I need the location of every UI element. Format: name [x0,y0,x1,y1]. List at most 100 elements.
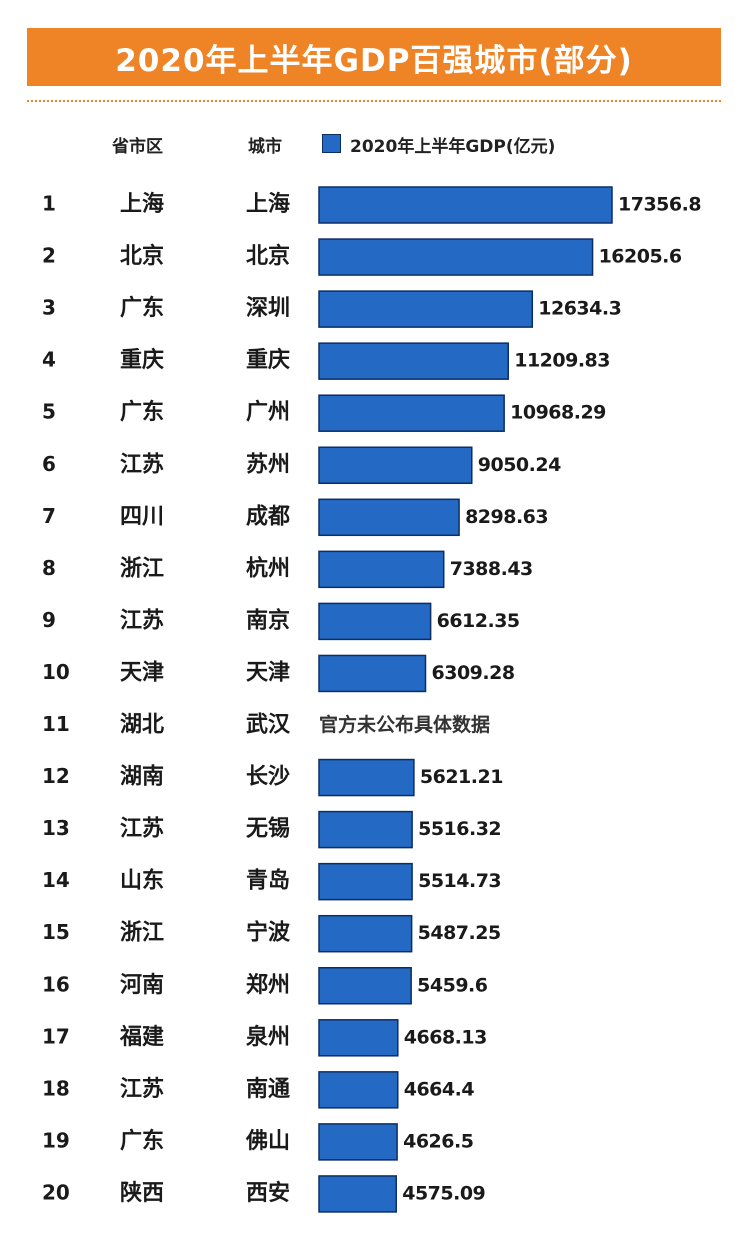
city-label: 深圳 [246,296,290,321]
gdp-bar [318,498,460,537]
gdp-bar [318,967,412,1005]
rank-label: 4 [42,348,56,372]
city-label: 武汉 [246,713,291,738]
city-label: 天津 [246,659,290,685]
value-label: 7388.43 [450,558,533,580]
city-label: 北京 [246,243,290,269]
province-label: 浙江 [120,921,164,946]
rank-label: 20 [42,1180,70,1204]
city-label: 上海 [246,191,290,217]
gdp-bar [318,446,473,484]
value-label: 4626.5 [403,1130,473,1152]
city-label: 重庆 [246,347,290,373]
city-label: 长沙 [246,765,290,790]
city-label: 佛山 [245,1129,290,1154]
province-label: 江苏 [120,451,164,477]
rank-label: 9 [42,608,56,632]
province-label: 重庆 [120,347,164,373]
value-label: 5516.32 [418,818,501,840]
rank-label: 5 [42,400,56,424]
value-label: 10968.29 [510,402,606,424]
rank-label: 18 [42,1076,70,1100]
value-label: 9050.24 [478,454,561,476]
value-label: 8298.63 [465,506,548,528]
province-label: 广东 [120,295,164,321]
province-label: 上海 [120,191,164,217]
value-label: 12634.3 [538,298,621,320]
gdp-bar [318,186,613,224]
province-label: 湖北 [120,713,164,738]
city-label: 无锡 [246,817,290,842]
city-label: 南京 [246,607,290,633]
city-label: 成都 [246,504,290,529]
gdp-bar [318,914,413,953]
city-label: 泉州 [246,1024,290,1050]
province-label: 江苏 [120,607,164,633]
city-label: 苏州 [246,451,290,477]
city-label: 郑州 [246,973,290,998]
value-label: 6612.35 [437,610,520,632]
gdp-bar [318,862,413,901]
legend-swatch [322,134,341,153]
value-label: 4575.09 [402,1182,485,1204]
rank-label: 14 [42,868,70,892]
rank-label: 7 [42,504,56,528]
gdp-bar [318,342,509,380]
rank-label: 12 [42,764,70,788]
city-label: 南通 [246,1077,290,1102]
province-label: 广东 [120,1128,164,1154]
city-label: 杭州 [246,555,290,581]
gdp-bar [318,602,432,641]
gdp-bar [318,290,534,328]
rank-label: 2 [42,244,56,268]
gdp-bar [318,1019,399,1057]
gdp-bar [318,394,505,432]
province-label: 福建 [119,1025,164,1050]
province-label: 山东 [120,868,164,894]
province-label: 江苏 [120,1076,164,1102]
rank-label: 11 [42,712,70,736]
rank-label: 15 [42,920,70,944]
title-banner: 2020年上半年GDP百强城市(部分) [27,28,721,86]
rank-label: 6 [42,452,56,476]
value-label: 11209.83 [514,350,610,372]
province-label: 湖南 [120,765,164,790]
value-label: 5514.73 [418,870,501,892]
province-label: 广东 [120,399,164,425]
header-province: 省市区 [112,137,163,157]
dotted-divider [27,100,721,102]
rank-label: 13 [42,816,70,840]
legend-label: 2020年上半年GDP(亿元) [350,137,556,157]
city-label: 宁波 [246,920,291,946]
rank-label: 10 [42,660,70,684]
gdp-bar [318,238,594,276]
value-label: 17356.8 [618,194,701,216]
value-label: 5621.21 [420,766,503,788]
province-label: 河南 [120,973,164,998]
gdp-bar [318,1123,398,1161]
header-city: 城市 [248,137,282,157]
value-label: 6309.28 [432,662,515,684]
rank-label: 1 [42,192,56,216]
province-label: 江苏 [120,816,164,842]
rank-label: 19 [42,1128,70,1152]
value-label: 5459.6 [417,974,488,996]
value-label: 16205.6 [599,246,682,268]
rank-label: 3 [42,296,56,320]
gdp-bar [318,758,415,797]
rank-label: 16 [42,972,70,996]
rank-label: 8 [42,556,56,580]
province-label: 天津 [120,659,164,685]
value-label: 4668.13 [404,1026,487,1048]
value-label: 4664.4 [404,1078,475,1100]
province-label: 北京 [120,243,164,269]
chart-title: 2020年上半年GDP百强城市(部分) [115,42,633,79]
value-label: 5487.25 [418,922,501,944]
no-data-note: 官方未公布具体数据 [319,713,490,736]
gdp-bar [318,1071,399,1109]
city-label: 青岛 [246,868,290,894]
province-label: 四川 [120,504,164,529]
gdp-bar [318,1175,397,1213]
province-label: 陕西 [120,1181,164,1206]
